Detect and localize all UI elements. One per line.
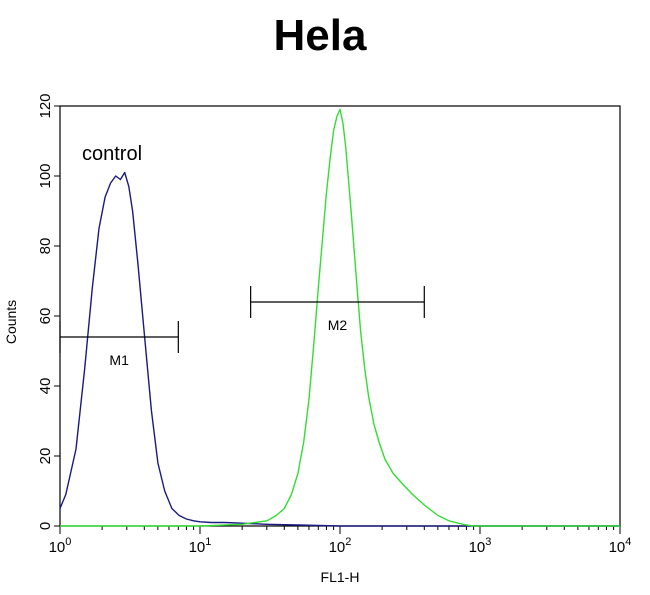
y-tick-label: 60 — [37, 308, 54, 325]
series-line-1 — [59, 171, 620, 527]
x-tick-label: 102 — [329, 536, 352, 556]
y-tick-label: 40 — [37, 378, 54, 395]
x-tick-label: 104 — [609, 536, 632, 556]
x-tick-label: 101 — [189, 536, 212, 556]
series-layer — [59, 108, 620, 527]
x-tick-label: 103 — [469, 536, 492, 556]
x-axis: 100 101 102 103 104 — [49, 526, 632, 556]
y-axis-label: Counts — [3, 300, 19, 344]
chart-title: Hela — [274, 11, 367, 60]
y-tick-label: 120 — [37, 93, 54, 118]
y-tick-label: 80 — [37, 238, 54, 255]
x-tick-label: 100 — [49, 536, 72, 556]
marker-label: M1 — [109, 352, 129, 368]
y-axis: 0 20 40 60 80 100 120 — [37, 93, 60, 530]
control-annotation: control — [82, 143, 142, 165]
plot-frame — [59, 105, 621, 527]
y-tick-label: 20 — [37, 448, 54, 465]
y-tick-label: 0 — [37, 522, 54, 530]
x-axis-label: FL1-H — [321, 569, 360, 585]
marker-layer: M1 M2 — [59, 286, 425, 368]
y-tick-label: 100 — [37, 163, 54, 188]
marker-label: M2 — [328, 317, 348, 333]
series-line-2 — [60, 108, 620, 527]
